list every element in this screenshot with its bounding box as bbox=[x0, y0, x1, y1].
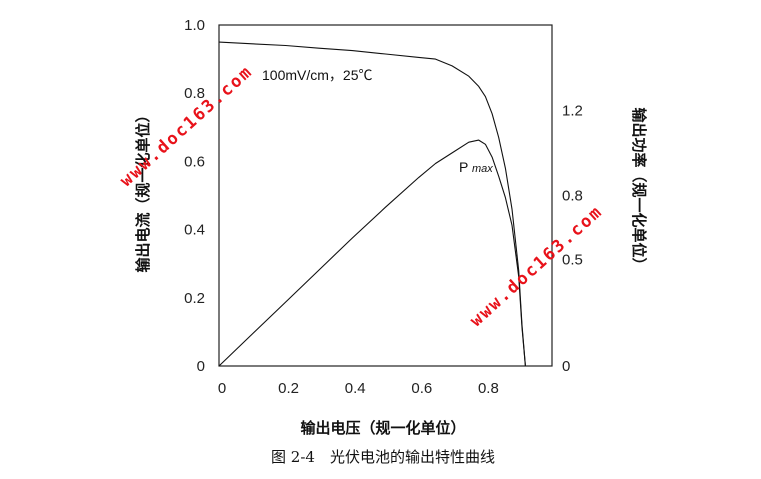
pmax-annotation: P max bbox=[459, 159, 493, 175]
y-tick-label: 0.6 bbox=[184, 153, 205, 170]
x-tick-label: 0.8 bbox=[478, 380, 499, 397]
pmax-label: P bbox=[459, 159, 468, 175]
y-tick-label: 0.8 bbox=[184, 85, 205, 102]
watermark-right: www.doc163.com bbox=[466, 202, 607, 331]
plot-frame bbox=[218, 24, 553, 367]
x-tick-label: 0.2 bbox=[278, 380, 299, 397]
y2-tick-label: 0.8 bbox=[562, 188, 583, 205]
x-axis-title: 输出电压（规一化单位） bbox=[300, 419, 465, 437]
current-curve bbox=[218, 41, 526, 367]
y-axis-title: 输出电流（规一化单位） bbox=[134, 107, 152, 272]
y2-tick-label: 1.2 bbox=[562, 102, 583, 119]
y-tick-label: 0 bbox=[197, 358, 205, 375]
y-tick-label: 1.0 bbox=[184, 17, 205, 34]
x-tick-label: 0.6 bbox=[411, 380, 432, 397]
figure-caption: 图 2-4 光伏电池的输出特性曲线 bbox=[271, 448, 495, 466]
pmax-subscript: max bbox=[472, 163, 493, 175]
y-tick-label: 0.4 bbox=[184, 222, 205, 239]
power-curve bbox=[218, 139, 526, 367]
x-tick-label: 0 bbox=[218, 380, 226, 397]
y2-tick-label: 0.5 bbox=[562, 251, 583, 268]
axis-ticks: 0 0.2 0.4 0.6 0.8 0 0.2 0.4 0.6 0.8 1.0 0 0.5 0.8 1.2 bbox=[184, 17, 583, 397]
y2-axis-title: 输出功率（规一化单位） bbox=[630, 107, 648, 272]
y2-tick-label: 0 bbox=[562, 358, 570, 375]
series-lines bbox=[218, 41, 526, 367]
x-tick-label: 0.4 bbox=[345, 380, 366, 397]
condition-annotation: 100mV/cm，25℃ bbox=[262, 67, 372, 83]
y-tick-label: 0.2 bbox=[184, 290, 205, 307]
